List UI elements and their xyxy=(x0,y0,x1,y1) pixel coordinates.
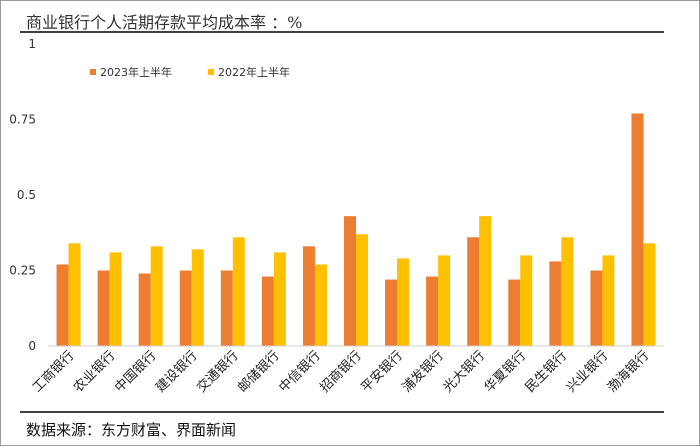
bar xyxy=(179,270,192,346)
bar xyxy=(520,255,533,346)
bar-series xyxy=(56,113,656,347)
legend: 2023年上半年 2022年上半年 xyxy=(90,65,290,79)
bar xyxy=(150,246,163,346)
x-tick-label: 交通银行 xyxy=(194,348,242,396)
x-tick-label: 光大银行 xyxy=(441,348,488,395)
bar xyxy=(356,234,368,346)
x-axis-labels: 工商银行农业银行中国银行建设银行交通银行邮储银行中信银行招商银行平安银行浦发银行… xyxy=(30,348,652,396)
legend-label: 2022年上半年 xyxy=(218,65,290,79)
bar xyxy=(631,113,644,347)
x-tick-label: 农业银行 xyxy=(71,348,118,395)
legend-swatch xyxy=(90,69,96,75)
bar xyxy=(508,279,521,346)
bar xyxy=(273,252,286,346)
x-tick-label: 平安银行 xyxy=(359,348,406,395)
chart-title: 商业银行个人活期存款平均成本率 ：% xyxy=(26,13,303,32)
bar xyxy=(467,237,480,346)
y-tick-label: 1 xyxy=(28,37,36,51)
y-axis: 0 0.25 0.5 0.75 1 xyxy=(9,37,36,353)
bar xyxy=(191,249,204,346)
x-tick-label: 中信银行 xyxy=(276,348,323,395)
y-tick-label: 0 xyxy=(28,339,36,353)
legend-label: 2023年上半年 xyxy=(100,65,172,79)
x-tick-label: 招商银行 xyxy=(317,348,364,395)
y-tick-label: 0.5 xyxy=(17,188,36,202)
bar xyxy=(68,243,81,346)
bar xyxy=(385,279,398,346)
legend-swatch xyxy=(208,69,214,75)
x-tick-label: 工商银行 xyxy=(30,348,77,395)
bar xyxy=(138,273,151,346)
bar xyxy=(56,264,69,346)
bar xyxy=(438,255,451,346)
bar xyxy=(397,258,410,346)
bar xyxy=(643,243,656,346)
bar xyxy=(261,276,274,346)
x-tick-label: 浦发银行 xyxy=(399,348,447,396)
bar xyxy=(561,237,574,346)
data-source: 数据来源：东方财富、界面新闻 xyxy=(26,421,237,439)
bar xyxy=(97,270,110,346)
x-tick-label: 民生银行 xyxy=(523,348,570,395)
bar xyxy=(314,264,327,346)
x-tick-label: 邮储银行 xyxy=(235,348,282,395)
x-tick-label: 兴业银行 xyxy=(564,348,611,395)
x-tick-label: 华夏银行 xyxy=(482,348,529,395)
y-tick-label: 0.25 xyxy=(9,264,36,278)
x-tick-label: 建设银行 xyxy=(153,348,200,395)
x-tick-label: 中国银行 xyxy=(112,348,159,395)
bar xyxy=(426,276,439,346)
y-tick-label: 0.75 xyxy=(9,113,36,127)
bar xyxy=(590,270,603,346)
bar xyxy=(549,261,562,346)
bar xyxy=(302,246,315,346)
bar xyxy=(602,255,615,346)
bar xyxy=(344,216,356,346)
x-tick-label: 渤海银行 xyxy=(604,348,652,396)
bar xyxy=(109,252,122,346)
bar xyxy=(232,237,245,346)
bar xyxy=(220,270,233,346)
bar xyxy=(479,216,492,346)
